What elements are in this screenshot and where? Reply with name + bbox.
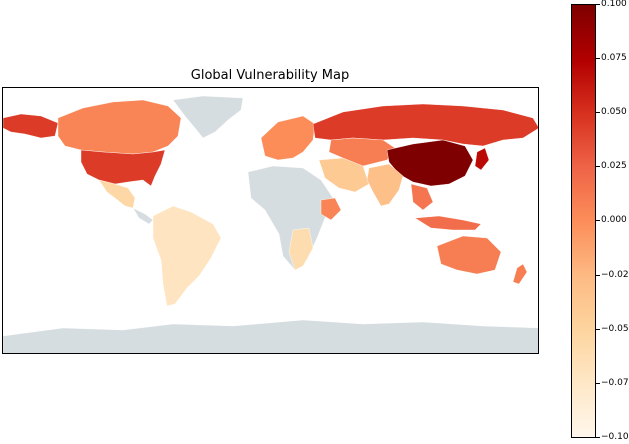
region-india xyxy=(366,163,404,207)
colorbar-tick xyxy=(596,112,600,113)
world-map-svg xyxy=(3,95,538,353)
region-ethiopia xyxy=(320,197,342,221)
region-australia xyxy=(436,235,502,275)
region-united-states xyxy=(80,149,166,187)
region-greenland xyxy=(172,95,244,139)
colorbar-tick-label: 0.025 xyxy=(601,161,627,171)
region-indonesia xyxy=(414,215,482,231)
colorbar-tick xyxy=(596,4,600,5)
colorbar-tick xyxy=(596,220,600,221)
region-new-zealand xyxy=(512,263,528,285)
region-japan xyxy=(474,147,490,171)
region-antarctica xyxy=(3,319,538,353)
region-south-america xyxy=(152,205,222,307)
region-central-america xyxy=(132,207,154,225)
colorbar-tick-label: 0.050 xyxy=(601,107,627,117)
colorbar-tick-label: 0.100 xyxy=(601,0,627,9)
colorbar-tick-label: −0.075 xyxy=(601,378,629,388)
colorbar-tick-label: −0.025 xyxy=(601,270,629,280)
world-map xyxy=(2,87,539,354)
colorbar-tick xyxy=(596,383,600,384)
colorbar-tick-label: −0.100 xyxy=(601,432,629,442)
colorbar xyxy=(571,4,596,438)
region-europe xyxy=(260,115,316,161)
colorbar-tick-label: 0.000 xyxy=(601,215,627,225)
region-central-asia xyxy=(328,137,396,167)
map-title: Global Vulnerability Map xyxy=(190,68,350,83)
region-southeast-asia xyxy=(410,183,434,211)
region-canada xyxy=(57,99,182,155)
colorbar-tick-label: −0.050 xyxy=(601,324,629,334)
colorbar-tick xyxy=(596,329,600,330)
colorbar-tick xyxy=(596,58,600,59)
region-mexico xyxy=(98,179,136,209)
colorbar-tick xyxy=(596,275,600,276)
region-alaska xyxy=(3,113,59,139)
colorbar-tick xyxy=(596,166,600,167)
colorbar-tick-label: 0.075 xyxy=(601,53,627,63)
region-southern-africa xyxy=(288,227,314,271)
colorbar-tick xyxy=(596,437,600,438)
